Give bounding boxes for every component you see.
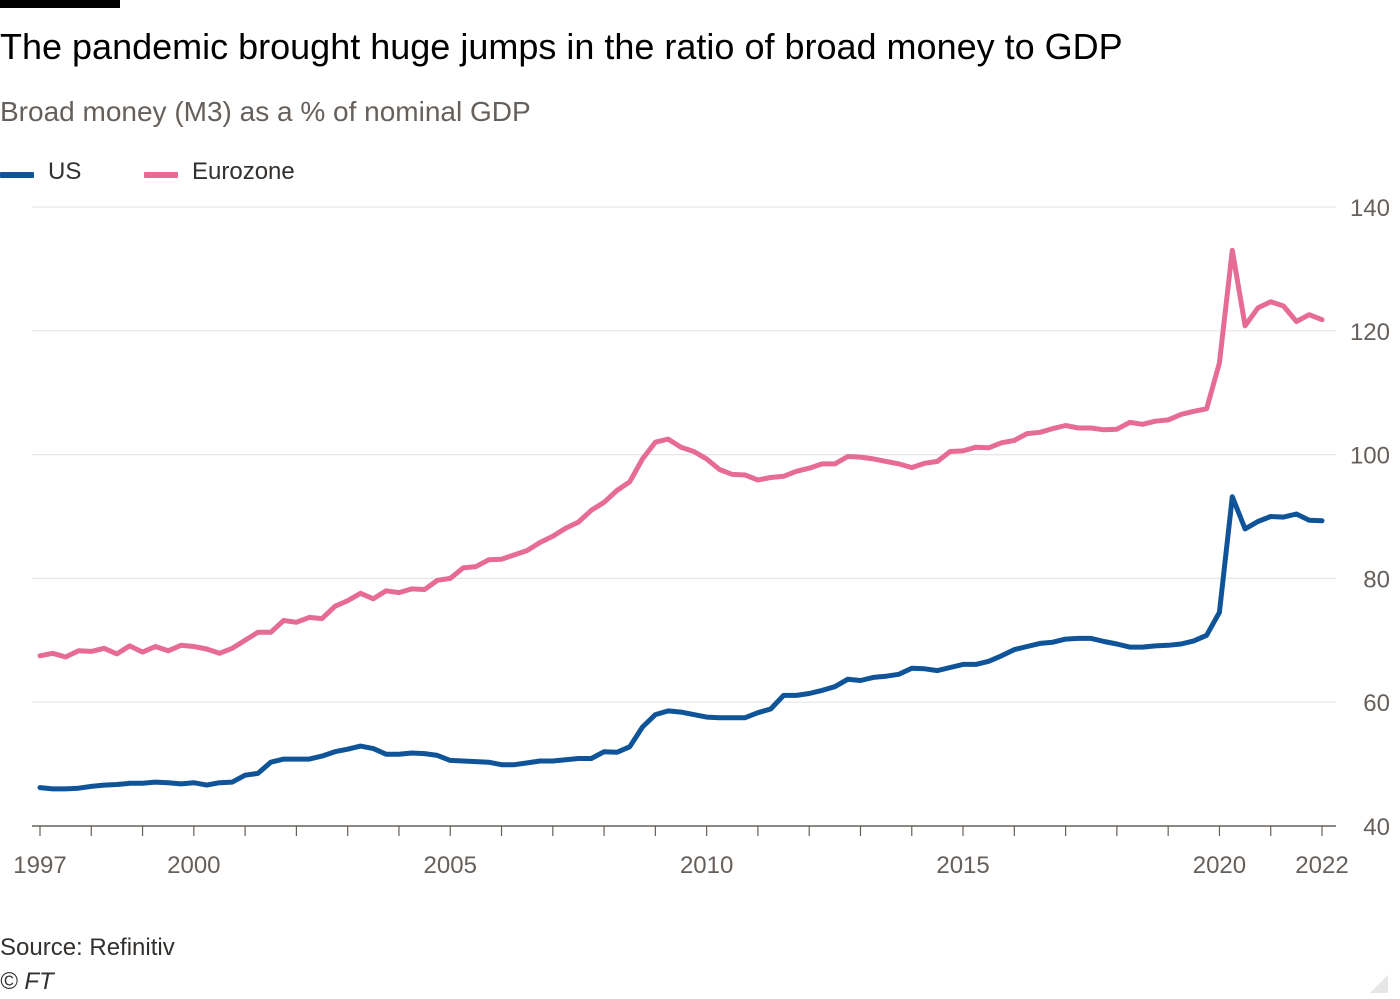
chart-title: The pandemic brought huge jumps in the r… — [0, 26, 1123, 67]
copyright-note: © FT — [0, 968, 54, 995]
series-line-us — [37, 494, 1325, 792]
y-tick-label: 100 — [1350, 443, 1390, 470]
legend-label-us: US — [48, 158, 82, 185]
x-tick-label: 1997 — [13, 852, 66, 879]
x-tick-label: 2015 — [936, 852, 989, 879]
x-tick-label: 2000 — [167, 852, 220, 879]
legend-swatch-us — [0, 172, 34, 178]
y-tick-label: 40 — [1363, 814, 1390, 841]
y-tick-label: 60 — [1363, 690, 1390, 717]
source-note: Source: Refinitiv — [0, 934, 175, 961]
y-tick-label: 120 — [1350, 319, 1390, 346]
chart-subtitle: Broad money (M3) as a % of nominal GDP — [0, 96, 531, 127]
legend-swatch-eurozone — [144, 172, 178, 178]
legend-label-eurozone: Eurozone — [192, 158, 295, 185]
series-line-eurozone — [37, 247, 1325, 660]
y-tick-label: 140 — [1350, 195, 1390, 222]
line-chart: 140 120 100 80 60 40 1997 2000 2005 2010 2015 2020 2… — [13, 195, 1390, 879]
y-tick-label: 80 — [1363, 566, 1390, 593]
x-tick-label: 2020 — [1193, 852, 1246, 879]
x-tick-label: 2010 — [680, 852, 733, 879]
x-tick-label: 2005 — [424, 852, 477, 879]
ft-brand-bar — [0, 0, 120, 8]
x-tick-label: 2022 — [1295, 852, 1348, 879]
resize-corner-icon — [1370, 975, 1388, 993]
